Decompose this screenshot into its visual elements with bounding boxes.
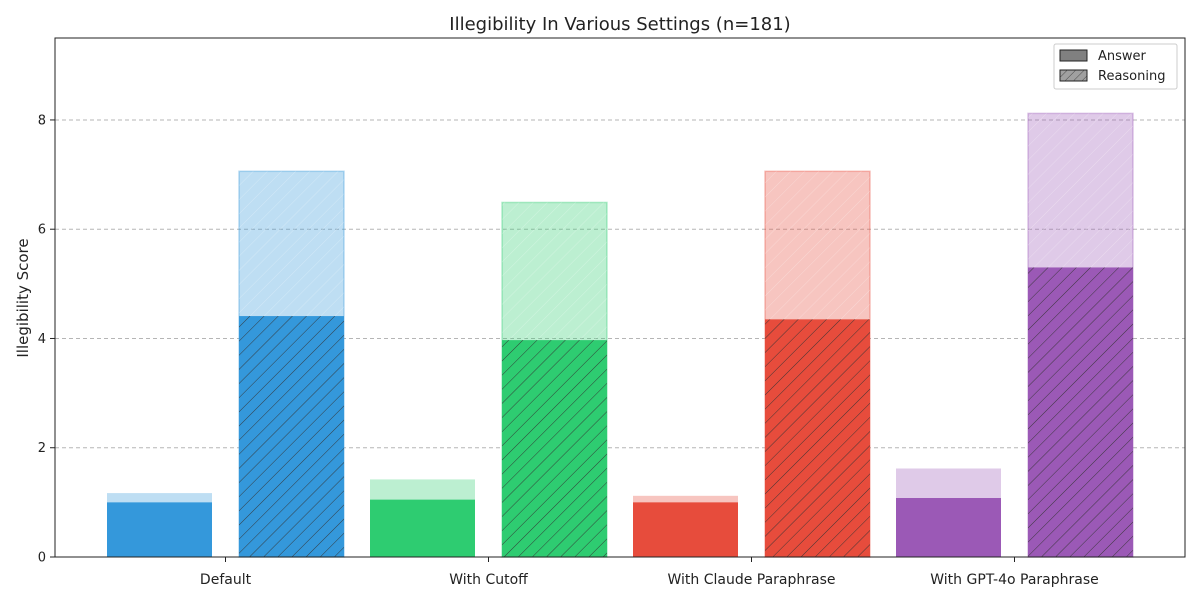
bars-layer (107, 112, 1134, 558)
reasoning-bar-upper-hatch (765, 171, 870, 320)
answer-bar (896, 497, 1001, 557)
reasoning-bar-upper-hatch (502, 202, 607, 341)
legend-label-answer: Answer (1098, 49, 1147, 64)
legend: Answer Reasoning (1053, 43, 1178, 90)
x-tick-label: Default (200, 572, 252, 588)
legend-swatch-reasoning-hatch (1060, 70, 1087, 81)
reasoning-bar-hatch (502, 340, 607, 557)
y-axis-label: Illegibility Score (14, 238, 32, 357)
y-tick-label: 6 (38, 223, 46, 238)
x-tick-label: With Cutoff (449, 572, 528, 588)
grid-layer (55, 119, 1185, 449)
y-tick-label: 8 (38, 113, 46, 128)
reasoning-bar-upper-hatch (1028, 113, 1133, 268)
y-tick-label: 2 (38, 441, 46, 456)
y-ticks: 0 2 4 6 8 (38, 113, 55, 566)
reasoning-bar-hatch (1028, 267, 1133, 557)
y-tick-label: 0 (38, 551, 46, 566)
plot-frame (54, 37, 1186, 558)
y-tick-label: 4 (38, 332, 46, 347)
x-tick-label: With GPT-4o Paraphrase (930, 572, 1099, 588)
reasoning-bar-hatch (765, 319, 870, 557)
x-tick-label: With Claude Paraphrase (667, 572, 835, 588)
answer-bar (633, 502, 738, 557)
answer-bar (370, 499, 475, 557)
chart-title: Illegibility In Various Settings (n=181) (449, 14, 790, 35)
legend-swatch-answer (1059, 49, 1088, 62)
answer-bar (107, 502, 212, 557)
legend-label-reasoning: Reasoning (1098, 69, 1165, 84)
reasoning-bar-hatch (239, 316, 344, 557)
reasoning-bar-upper-hatch (239, 171, 344, 317)
x-tick-labels: Default With Cutoff With Claude Paraphrase… (200, 557, 1099, 588)
